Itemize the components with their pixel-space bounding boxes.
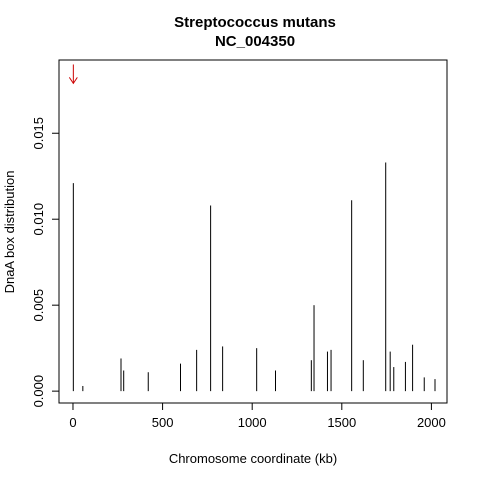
x-tick-label: 0 [69,415,76,430]
y-tick-label: 0.015 [31,117,46,150]
distribution-series [72,162,436,392]
y-tick-label: 0.000 [31,375,46,408]
x-tick-label: 500 [152,415,174,430]
origin-marker-layer [68,64,78,85]
x-axis: 0 500 1000 1500 2000 [69,402,446,430]
x-tick-label: 1500 [327,415,356,430]
y-axis-title: DnaA box distribution [2,171,17,294]
x-tick-label: 1000 [238,415,267,430]
chart-title: Streptococcus mutans [174,14,336,31]
y-axis: 0.000 0.005 0.010 0.015 [31,117,60,408]
x-axis-title: Chromosome coordinate (kb) [169,451,337,466]
x-tick-label: 2000 [417,415,446,430]
y-tick-label: 0.010 [31,203,46,236]
y-tick-label: 0.005 [31,289,46,322]
origin-arrow-icon [68,64,78,85]
chart-subtitle: NC_004350 [215,33,295,50]
